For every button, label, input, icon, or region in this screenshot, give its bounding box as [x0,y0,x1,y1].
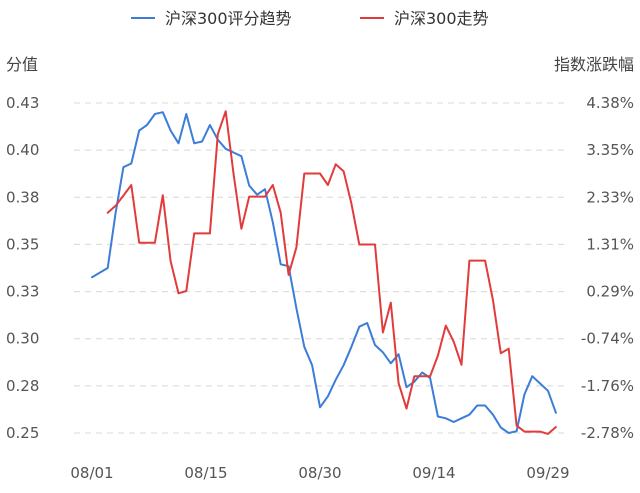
left-tick-label: 0.30 [6,330,39,348]
right-tick-label: -1.76% [581,377,634,395]
left-tick-label: 0.35 [6,235,39,253]
right-tick-label: -0.74% [581,330,634,348]
right-tick-label: 4.38% [586,94,634,112]
x-tick-label: 08/01 [70,464,113,482]
series-line-index-trend [106,110,557,435]
left-tick-label: 0.40 [6,141,39,159]
right-tick-label: -2.78% [581,424,634,442]
x-tick-label: 09/29 [526,464,569,482]
left-axis-title: 分值 [6,55,38,74]
left-axis-ticks: 0.43 0.40 0.38 0.35 0.33 0.30 0.28 0.25 [6,94,39,442]
x-tick-label: 09/14 [412,464,455,482]
x-tick-label: 08/30 [298,464,341,482]
series-line-score-trend [91,111,557,434]
legend-item-score-trend[interactable]: 沪深300评分趋势 [131,9,292,28]
left-tick-label: 0.33 [6,283,39,301]
right-tick-label: 0.29% [586,283,634,301]
legend-label-score-trend: 沪深300评分趋势 [165,9,292,28]
right-tick-label: 3.35% [586,141,634,159]
series-layer [91,110,557,435]
left-tick-label: 0.43 [6,94,39,112]
legend: 沪深300评分趋势 沪深300走势 [131,9,489,28]
right-tick-label: 1.31% [586,235,634,253]
grid-lines [74,102,566,434]
left-tick-label: 0.28 [6,377,39,395]
legend-item-index-trend[interactable]: 沪深300走势 [360,9,489,28]
legend-label-index-trend: 沪深300走势 [394,9,489,28]
right-axis-ticks: 4.38% 3.35% 2.33% 1.31% 0.29% -0.74% -1.76% -2.… [581,94,634,442]
x-axis-ticks: 08/01 08/15 08/30 09/14 09/29 [70,464,569,482]
left-tick-label: 0.25 [6,424,39,442]
left-tick-label: 0.38 [6,188,39,206]
right-axis-title: 指数涨跌幅 [554,55,634,74]
right-tick-label: 2.33% [586,188,634,206]
x-tick-label: 08/15 [184,464,227,482]
